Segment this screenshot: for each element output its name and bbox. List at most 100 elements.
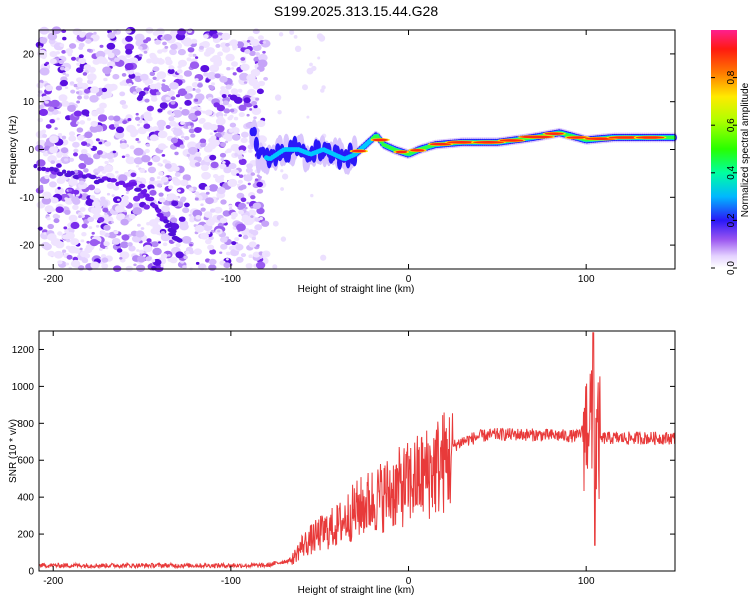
spectrogram-noise-blob <box>249 108 253 111</box>
spectrogram-noise-blob <box>168 116 175 122</box>
spectrogram-noise-blob <box>127 242 133 247</box>
spectrogram-noise-blob <box>136 249 140 252</box>
spectrogram-noise-blob <box>69 81 75 85</box>
spectrogram-noise-blob <box>217 229 221 233</box>
spectrogram-noise-blob <box>114 205 125 213</box>
spectrogram-noise-blob <box>181 236 192 244</box>
spectrogram-noise-blob <box>73 247 81 254</box>
spectrogram-diagonal-blob <box>88 174 97 180</box>
spectrogram-noise-blob <box>50 208 56 212</box>
spectrogram-y-tick-label: -10 <box>20 193 35 204</box>
spectrogram-noise-blob <box>86 143 91 147</box>
spectrogram-noise-blob <box>159 102 168 109</box>
spectrogram-noise-blob <box>211 82 215 86</box>
spectrogram-noise-blob <box>70 238 80 246</box>
snr-y-tick-label: 200 <box>17 530 34 541</box>
spectrogram-noise-blob <box>248 241 257 248</box>
spectrogram-noise-blob <box>128 245 136 252</box>
spectrogram-noise-blob <box>202 122 213 130</box>
spectrogram-noise-blob <box>49 119 55 124</box>
spectrogram-x-label: Height of straight line (km) <box>298 284 415 295</box>
spectrogram-noise-blob <box>199 45 204 50</box>
spectrogram-noise-blob <box>145 37 152 42</box>
spectrogram-ridge-red <box>372 138 388 142</box>
spectrogram-noise-blob <box>171 200 179 207</box>
spectrogram-noise-blob <box>221 94 227 98</box>
spectrogram-noise-blob <box>89 145 93 149</box>
spectrogram-noise-blob <box>118 174 128 182</box>
spectrogram-noise-blob <box>240 57 246 61</box>
spectrogram-noise-blob <box>68 178 78 186</box>
spectrogram-noise-blob <box>38 104 44 109</box>
spectrogram-diagonal-blob <box>170 229 177 234</box>
spectrogram-noise-blob <box>215 43 221 48</box>
spectrogram-noise-blob <box>228 204 233 208</box>
spectrogram-noise-blob <box>250 172 256 176</box>
spectrogram-noise-blob <box>104 141 112 147</box>
spectrogram-noise-blob <box>50 99 60 108</box>
spectrogram-noise-blob <box>44 145 51 151</box>
spectrogram-noise-blob <box>75 121 80 125</box>
spectrogram-noise-blob <box>165 59 173 66</box>
spectrogram-noise-blob <box>185 85 193 92</box>
spectrogram-noise-blob <box>183 255 188 260</box>
spectrogram-noise-blob <box>55 85 63 91</box>
spectrogram-noise-blob <box>200 164 209 171</box>
spectrogram-noise-blob <box>68 157 75 162</box>
spectrogram-diagonal-blob <box>33 163 38 169</box>
spectrogram-noise-blob <box>64 209 71 215</box>
spectrogram-noise-blob <box>45 84 54 92</box>
spectrogram-noise-blob <box>92 200 101 208</box>
spectrogram-noise-blob <box>263 77 268 81</box>
spectrogram-noise-blob <box>125 48 133 55</box>
spectrogram-noise-blob <box>65 262 70 266</box>
spectrogram-noise-blob <box>200 65 210 73</box>
spectrogram-noise-blob <box>107 61 115 68</box>
spectrogram-noise-blob <box>41 241 50 249</box>
spectrogram-noise-blob <box>152 247 162 256</box>
spectrogram-noise-blob <box>201 171 212 180</box>
spectrogram-noise-blob <box>229 39 238 47</box>
spectrogram-noise-blob <box>100 254 107 259</box>
spectrogram-noise-blob <box>320 254 327 261</box>
spectrogram-noise-blob <box>228 128 234 133</box>
snr-x-tick-label: 0 <box>406 576 412 587</box>
spectrogram-noise-blob <box>225 84 232 90</box>
spectrogram-ridge <box>249 119 678 175</box>
spectrogram-noise-blob <box>151 259 156 263</box>
spectrogram-noise-blob <box>188 214 192 217</box>
spectrogram-noise-blob <box>86 240 90 244</box>
snr-panel: -200 -100 0 100 0 200 400 600 800 1000 1200 Heigh… <box>8 330 676 596</box>
spectrogram-noise-blob <box>229 122 237 128</box>
spectrogram-noise-blob <box>238 234 242 237</box>
spectrogram-noise-blob <box>247 209 257 217</box>
spectrogram-noise-blob <box>54 214 61 219</box>
spectrogram-noise-blob <box>103 77 108 82</box>
spectrogram-noise-blob <box>149 177 155 182</box>
spectrogram-noise-blob <box>108 158 115 163</box>
spectrogram-noise-blob <box>62 249 67 253</box>
spectrogram-noise-blob <box>250 195 256 200</box>
spectrogram-noise-blob <box>89 239 99 247</box>
spectrogram-noise-blob <box>207 97 213 102</box>
spectrogram-noise-blob <box>220 73 224 77</box>
spectrogram-noise-blob <box>137 140 141 144</box>
spectrogram-y-ticks: -20 -10 0 10 20 <box>20 49 675 252</box>
spectrogram-noise-blob <box>234 237 240 242</box>
spectrogram-noise-blob <box>161 84 170 92</box>
spectrogram-noise-blob <box>143 244 153 253</box>
spectrogram-noise-blob <box>192 88 196 91</box>
spectrogram-noise-blob <box>195 261 200 265</box>
spectrogram-noise-blob <box>143 123 151 129</box>
spectrogram-noise-blob <box>168 176 172 180</box>
spectrogram-noise-blob <box>230 143 241 152</box>
spectrogram-noise-blob <box>240 197 247 203</box>
spectrogram-noise-blob <box>42 133 48 138</box>
spectrogram-noise-blob <box>240 184 247 190</box>
spectrogram-noise-blob <box>60 147 69 154</box>
spectrogram-noise-blob <box>107 52 115 59</box>
spectrogram-noise-blob <box>170 128 175 131</box>
spectrogram-noise-blob <box>243 174 253 182</box>
spectrogram-noise-blob <box>257 135 267 144</box>
spectrogram-noise-blob <box>221 32 231 41</box>
